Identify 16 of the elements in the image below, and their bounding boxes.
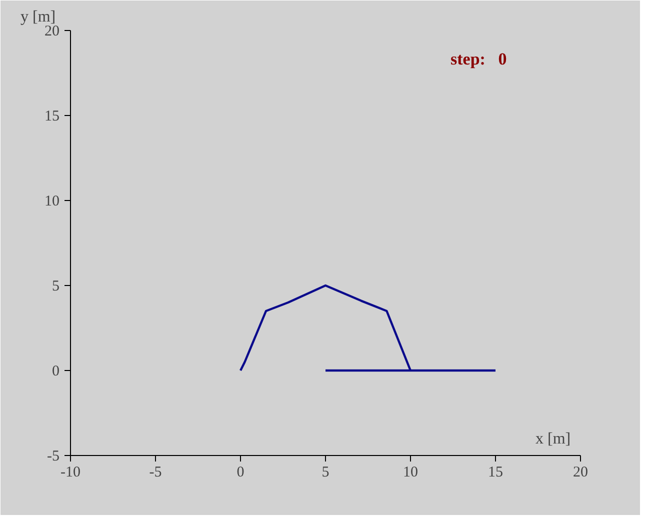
y-axis-title: y [m] (20, 8, 56, 26)
y-tick-label: 20 (44, 24, 60, 40)
y-tick-label: 10 (44, 194, 60, 210)
y-tick-label: 15 (44, 108, 60, 124)
annotation: step: 0 (450, 50, 507, 68)
x-tick-label: -5 (149, 464, 162, 480)
x-tick-label: 5 (322, 464, 330, 480)
x-axis-title: x [m] (536, 430, 571, 448)
y-tick-label: 5 (52, 278, 60, 294)
y-tick-label: 0 (52, 364, 60, 380)
x-tick-label: 0 (236, 464, 244, 480)
x-tick-label: 20 (573, 464, 588, 480)
y-tick-label: -5 (47, 448, 60, 464)
x-tick-label: -10 (60, 464, 80, 480)
x-tick-label: 15 (488, 464, 503, 480)
x-tick-label: 10 (403, 464, 418, 480)
